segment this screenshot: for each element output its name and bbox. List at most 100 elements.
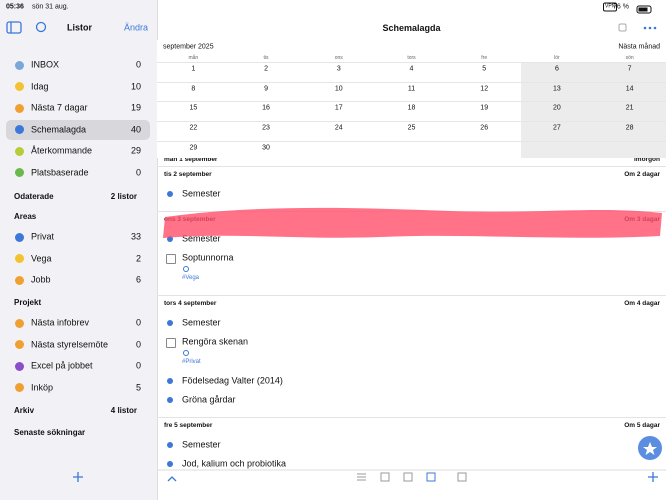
list-name[interactable]: Vega xyxy=(31,253,52,263)
day-number[interactable]: 2 xyxy=(264,65,268,73)
list-count: 0 xyxy=(135,360,141,371)
day-relative: Om 5 dagar xyxy=(624,421,660,429)
status-date: sön 31 aug. xyxy=(32,3,69,11)
event-dot xyxy=(167,236,173,242)
weekday: mån xyxy=(188,55,199,61)
day-number[interactable]: 21 xyxy=(625,104,634,112)
list-icon xyxy=(15,383,24,392)
week-line xyxy=(157,101,666,103)
list-name[interactable]: Schemalagda xyxy=(31,124,87,134)
list-icon xyxy=(15,103,24,113)
list-icon xyxy=(15,60,24,70)
day-header: ons 3 september xyxy=(164,215,216,223)
day-number[interactable]: 6 xyxy=(554,65,559,73)
day-number[interactable]: 7 xyxy=(627,65,632,73)
week-line xyxy=(157,81,666,83)
list-name[interactable]: INBOX xyxy=(31,59,60,70)
day-header: mån 1 september xyxy=(164,155,218,163)
day-number[interactable]: 18 xyxy=(407,104,416,112)
section-label: Senaste sökningar xyxy=(14,428,86,437)
week-line xyxy=(157,121,666,123)
separator xyxy=(157,166,666,167)
list-icon xyxy=(15,82,24,91)
day-number[interactable]: 8 xyxy=(191,85,196,93)
list-name[interactable]: Idag xyxy=(31,81,49,91)
day-header: tis 2 september xyxy=(164,170,212,178)
day-number[interactable]: 15 xyxy=(189,104,198,112)
checkbox[interactable] xyxy=(166,253,176,264)
status-battery: 76 % xyxy=(613,3,629,11)
task-title: Soptunnorna xyxy=(182,252,234,263)
list-name[interactable]: Nästa infobrev xyxy=(31,317,90,328)
task-title: Rengöra skenan xyxy=(182,336,249,347)
list-count: 0 xyxy=(135,339,141,349)
weekday: lör xyxy=(554,55,560,61)
list-count: 6 xyxy=(135,274,141,285)
list-count: 10 xyxy=(130,81,141,91)
section-title: Areas xyxy=(14,212,37,221)
day-number[interactable]: 22 xyxy=(189,124,198,132)
day-number[interactable]: 10 xyxy=(334,85,343,93)
day-number[interactable]: 24 xyxy=(334,124,343,132)
section-title: Projekt xyxy=(14,298,42,307)
task-title: Jod, kalium och probiotika xyxy=(182,458,287,469)
list-name[interactable]: Återkommande xyxy=(31,145,93,156)
list-name[interactable]: Privat xyxy=(31,231,55,242)
section-label: Arkiv xyxy=(14,406,35,415)
list-count: 2 xyxy=(135,253,141,263)
day-number[interactable]: 17 xyxy=(334,104,343,112)
separator xyxy=(157,295,666,296)
day-number[interactable]: 5 xyxy=(482,65,487,73)
separator xyxy=(157,417,666,418)
day-number[interactable]: 1 xyxy=(191,65,196,73)
checkbox[interactable] xyxy=(166,337,176,348)
event-dot xyxy=(167,320,173,326)
day-number[interactable]: 4 xyxy=(409,65,414,73)
next-month[interactable]: Nästa månad xyxy=(618,43,660,51)
list-icon xyxy=(15,254,24,263)
day-number[interactable]: 29 xyxy=(189,144,198,152)
day-number[interactable]: 19 xyxy=(480,104,489,112)
list-name[interactable]: Platsbaserade xyxy=(31,167,89,177)
list-name[interactable]: Nästa styrelsemöte xyxy=(31,339,109,349)
list-count: 33 xyxy=(130,231,141,242)
list-icon xyxy=(15,232,24,242)
list-name[interactable]: Nästa 7 dagar xyxy=(31,102,88,113)
day-header: fre 5 september xyxy=(164,421,213,429)
list-count: 0 xyxy=(135,59,141,70)
day-number[interactable]: 20 xyxy=(553,104,561,112)
week-line xyxy=(157,62,666,63)
day-number[interactable]: 30 xyxy=(262,144,270,152)
list-count: 40 xyxy=(130,124,141,134)
list-count: 0 xyxy=(135,167,141,177)
list-name[interactable]: Inköp xyxy=(31,382,54,392)
day-number[interactable]: 13 xyxy=(553,85,561,93)
list-name[interactable]: Excel på jobbet xyxy=(31,360,93,371)
event-dot xyxy=(167,461,173,467)
section-info: 4 listor xyxy=(110,406,137,415)
list-icon xyxy=(15,361,24,371)
sidebar-title: Listor xyxy=(67,22,93,33)
day-number[interactable]: 27 xyxy=(553,124,561,132)
day-number[interactable]: 12 xyxy=(480,85,489,93)
day-number[interactable]: 28 xyxy=(625,124,634,132)
day-number[interactable]: 9 xyxy=(264,85,268,93)
list-name[interactable]: Jobb xyxy=(31,274,51,285)
day-relative: Om 2 dagar xyxy=(624,170,660,178)
week-line xyxy=(157,140,666,142)
day-number[interactable]: 11 xyxy=(407,85,416,93)
day-number[interactable]: 23 xyxy=(262,124,270,132)
list-count: 0 xyxy=(135,317,141,328)
day-number[interactable]: 25 xyxy=(407,124,416,132)
edit-button[interactable]: Ändra xyxy=(123,22,148,33)
separator xyxy=(157,211,666,212)
day-number[interactable]: 14 xyxy=(625,85,634,93)
list-icon xyxy=(15,168,24,177)
day-number[interactable]: 16 xyxy=(262,104,270,112)
list-icon xyxy=(15,275,24,285)
day-number[interactable]: 26 xyxy=(480,124,489,132)
day-relative: imorgon xyxy=(634,155,660,163)
day-number[interactable]: 3 xyxy=(336,65,341,73)
task-tag: #Privat xyxy=(182,359,201,365)
weekday: sön xyxy=(625,55,634,61)
